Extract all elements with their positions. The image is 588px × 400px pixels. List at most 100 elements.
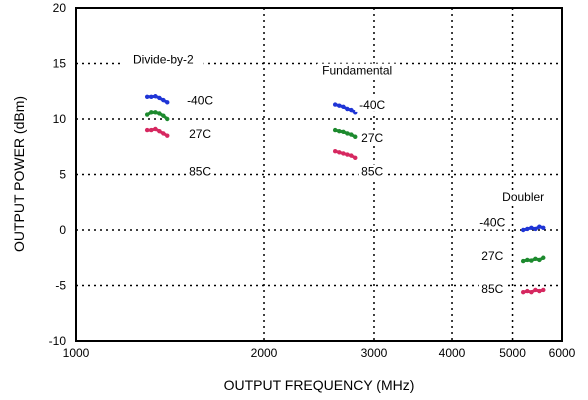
data-point	[144, 94, 150, 100]
group-label: Divide-by-2	[133, 53, 194, 67]
temp-label: 27C	[189, 127, 211, 141]
data-point	[537, 257, 542, 263]
data-point	[520, 258, 526, 264]
y-tick-label: 10	[53, 112, 67, 126]
y-tick-label: 5	[59, 168, 66, 182]
data-point	[537, 288, 542, 294]
y-tick-label: 20	[53, 1, 67, 15]
temp-label-bg	[478, 282, 506, 297]
temp-label-bg	[475, 215, 510, 230]
grid-layer	[76, 8, 562, 341]
data-point	[520, 289, 526, 295]
group-label: Fundamental	[322, 64, 392, 78]
data-point	[337, 129, 342, 134]
x-tick-label: 3000	[361, 346, 388, 360]
series-divide-by-2-27c	[144, 110, 170, 122]
data-point	[541, 287, 546, 293]
temp-label-bg	[478, 248, 506, 263]
data-point	[341, 104, 346, 109]
annotation-layer: Divide-by-2 Fundamental Doubler -40C 27C 85C -…	[123, 52, 551, 297]
data-point	[525, 288, 530, 294]
x-axis-title: OUTPUT FREQUENCY (MHz)	[224, 377, 415, 393]
series-layer	[144, 94, 546, 295]
temp-label: 27C	[481, 249, 503, 263]
temp-label: 85C	[481, 282, 503, 296]
data-point	[520, 227, 526, 233]
data-point	[144, 112, 150, 117]
temp-label: -40C	[359, 98, 385, 112]
data-point	[332, 148, 338, 154]
group-label-bg	[123, 52, 204, 68]
temp-label-bg	[358, 164, 386, 179]
data-point	[149, 127, 154, 133]
data-point	[525, 226, 530, 232]
series-fundamental-85c	[332, 148, 358, 161]
data-point	[541, 225, 546, 230]
tick-layer: 1000 2000 3000 4000 5000 6000 -10 -5 0 5 10 15 20	[49, 1, 576, 360]
data-point	[165, 100, 170, 105]
data-point	[537, 224, 542, 229]
data-point	[144, 127, 150, 133]
group-label-bg	[316, 63, 398, 79]
data-point	[533, 226, 538, 232]
series-doubler--40c	[520, 224, 546, 233]
data-point	[337, 103, 342, 108]
group-label-bg	[496, 190, 551, 206]
temp-label: -40C	[187, 93, 213, 107]
x-tick-label: 5000	[499, 346, 526, 360]
temp-label-bg	[183, 93, 218, 108]
series-doubler-27c	[520, 255, 546, 264]
data-point	[349, 107, 354, 113]
data-point	[349, 132, 354, 137]
temp-label-bg	[355, 97, 390, 112]
x-tick-label: 4000	[439, 346, 466, 360]
data-point	[525, 257, 530, 263]
data-point	[157, 111, 162, 116]
x-tick-label: 6000	[549, 346, 576, 360]
data-point	[157, 95, 162, 101]
series-divide-by-2--40c	[144, 94, 170, 105]
series-divide-by-2-85c	[144, 126, 170, 138]
series-fundamental-27c	[332, 127, 358, 139]
y-tick-label: 15	[53, 57, 67, 71]
data-point	[161, 97, 166, 103]
data-point	[529, 258, 534, 263]
y-axis-title: OUTPUT POWER (dBm)	[11, 96, 27, 252]
data-point	[337, 150, 342, 155]
x-tick-label: 2000	[251, 346, 278, 360]
data-point	[332, 102, 338, 107]
data-point	[349, 153, 354, 158]
data-point	[153, 110, 158, 115]
data-point	[341, 151, 346, 156]
y-tick-label: -10	[49, 334, 67, 348]
temp-label-bg	[186, 126, 214, 141]
data-point	[529, 225, 534, 230]
temp-label: -40C	[479, 216, 505, 230]
temp-label: 85C	[361, 165, 383, 179]
data-point	[332, 127, 338, 133]
data-point	[149, 110, 154, 115]
data-point	[153, 126, 158, 132]
series-fundamental--40c	[332, 102, 358, 115]
data-point	[345, 131, 350, 136]
data-point	[533, 287, 538, 293]
data-point	[353, 134, 358, 139]
data-point	[345, 152, 350, 157]
group-label: Doubler	[502, 190, 544, 204]
data-point	[353, 155, 358, 161]
data-point	[341, 129, 346, 134]
data-point	[165, 116, 170, 122]
data-point	[541, 255, 546, 260]
data-point	[529, 289, 534, 295]
data-point	[157, 129, 162, 134]
temp-label: 85C	[189, 165, 211, 179]
data-point	[149, 94, 154, 100]
data-point	[533, 256, 538, 262]
y-tick-label: 0	[59, 223, 66, 237]
temp-label-bg	[358, 131, 386, 146]
data-point	[161, 131, 166, 136]
data-point	[165, 133, 170, 138]
data-point	[153, 94, 158, 99]
y-tick-label: -5	[55, 279, 66, 293]
